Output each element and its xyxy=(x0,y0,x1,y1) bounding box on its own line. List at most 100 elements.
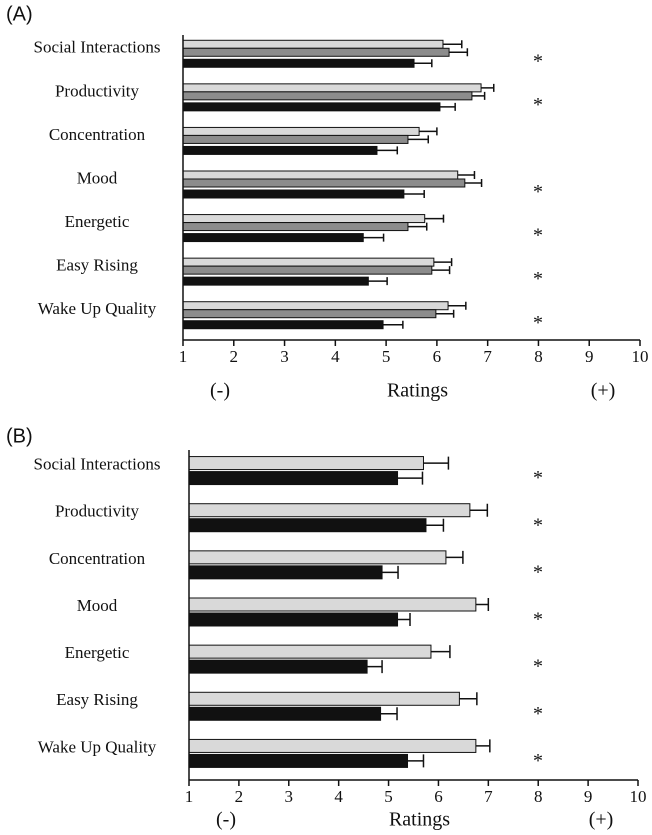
significance-mark: * xyxy=(533,181,543,203)
bar xyxy=(188,612,399,627)
error-bar xyxy=(475,739,491,753)
error-bar xyxy=(380,707,398,721)
error-bar xyxy=(469,503,489,517)
bar xyxy=(182,39,444,49)
bar xyxy=(182,320,384,330)
category-label: Concentration xyxy=(49,125,146,144)
category-label: Easy Rising xyxy=(56,256,138,275)
error-bar xyxy=(407,135,430,144)
category-label: Easy Rising xyxy=(56,690,138,709)
error-bar xyxy=(481,83,495,92)
x-tick-label: 6 xyxy=(434,787,443,806)
error-bar xyxy=(383,320,404,329)
bar xyxy=(182,83,482,93)
significance-mark: * xyxy=(533,750,543,772)
category-label: Energetic xyxy=(65,212,130,231)
error-bar xyxy=(414,59,433,68)
x-tick-label: 9 xyxy=(584,787,593,806)
x-tick-label: 5 xyxy=(382,347,391,366)
category-label: Productivity xyxy=(55,502,140,521)
error-bar xyxy=(407,754,425,768)
axis-end-label: (+) xyxy=(591,380,616,402)
error-bar xyxy=(445,550,464,564)
error-bar xyxy=(439,102,456,111)
significance-mark: * xyxy=(533,514,543,536)
x-tick-label: 1 xyxy=(179,347,188,366)
bar xyxy=(182,214,426,224)
axis-end-label: (+) xyxy=(589,809,614,831)
bar xyxy=(182,170,459,180)
significance-mark: * xyxy=(533,50,543,72)
bar xyxy=(182,276,369,286)
bar xyxy=(182,58,415,68)
significance-mark: * xyxy=(533,467,543,489)
category-label: Energetic xyxy=(65,643,130,662)
error-bar xyxy=(448,301,467,310)
bar xyxy=(182,189,405,199)
x-tick-label: 8 xyxy=(534,787,543,806)
category-label: Mood xyxy=(77,596,118,615)
category-label: Productivity xyxy=(55,81,140,100)
bar xyxy=(188,471,399,486)
category-label: Wake Up Quality xyxy=(38,737,157,756)
error-bar xyxy=(382,565,399,579)
error-bar xyxy=(435,309,455,318)
x-tick-label: 5 xyxy=(384,787,393,806)
bar xyxy=(182,178,466,188)
x-tick-label: 3 xyxy=(280,347,289,366)
bar xyxy=(182,145,378,155)
error-bar xyxy=(442,40,463,49)
error-bar xyxy=(376,146,399,155)
significance-mark: * xyxy=(533,703,543,725)
bar xyxy=(182,257,435,267)
x-tick-label: 6 xyxy=(433,347,442,366)
error-bar xyxy=(449,48,469,57)
bar xyxy=(182,134,409,144)
bar xyxy=(182,47,450,57)
significance-mark: * xyxy=(533,609,543,631)
significance-mark: * xyxy=(533,561,543,583)
error-bar xyxy=(464,179,483,187)
error-bar xyxy=(433,258,453,267)
axis-end-label: (-) xyxy=(216,809,236,831)
error-bar xyxy=(430,645,451,659)
bar xyxy=(182,222,409,232)
x-tick-label: 9 xyxy=(585,347,594,366)
significance-mark: * xyxy=(533,656,543,678)
x-tick-label: 10 xyxy=(632,347,649,366)
bar xyxy=(182,265,433,275)
panel-label: (A) xyxy=(6,3,33,25)
x-tick-label: 3 xyxy=(285,787,294,806)
bar xyxy=(182,91,473,101)
x-axis-label: Ratings xyxy=(389,809,450,831)
bar xyxy=(188,550,447,565)
bar xyxy=(182,126,420,136)
bar xyxy=(188,518,427,533)
x-tick-label: 8 xyxy=(534,347,543,366)
bar xyxy=(188,503,471,518)
category-label: Concentration xyxy=(49,549,146,568)
error-bar xyxy=(397,471,424,485)
bar xyxy=(188,738,477,753)
panel-label: (B) xyxy=(6,425,33,447)
bar xyxy=(188,644,432,659)
error-bar xyxy=(424,214,445,223)
x-tick-label: 2 xyxy=(235,787,244,806)
x-tick-label: 10 xyxy=(630,787,647,806)
bar xyxy=(182,233,364,243)
error-bar xyxy=(459,692,478,706)
category-label: Wake Up Quality xyxy=(38,299,157,318)
error-bar xyxy=(431,266,451,275)
error-bar xyxy=(363,233,385,242)
error-bar xyxy=(403,190,425,198)
x-tick-label: 4 xyxy=(334,787,343,806)
significance-mark: * xyxy=(533,94,543,116)
error-bar xyxy=(368,277,388,286)
x-tick-label: 4 xyxy=(331,347,340,366)
bar xyxy=(188,456,424,471)
bar xyxy=(182,102,441,112)
x-tick-label: 1 xyxy=(185,787,194,806)
x-axis-label: Ratings xyxy=(387,380,448,402)
bar xyxy=(188,565,383,580)
